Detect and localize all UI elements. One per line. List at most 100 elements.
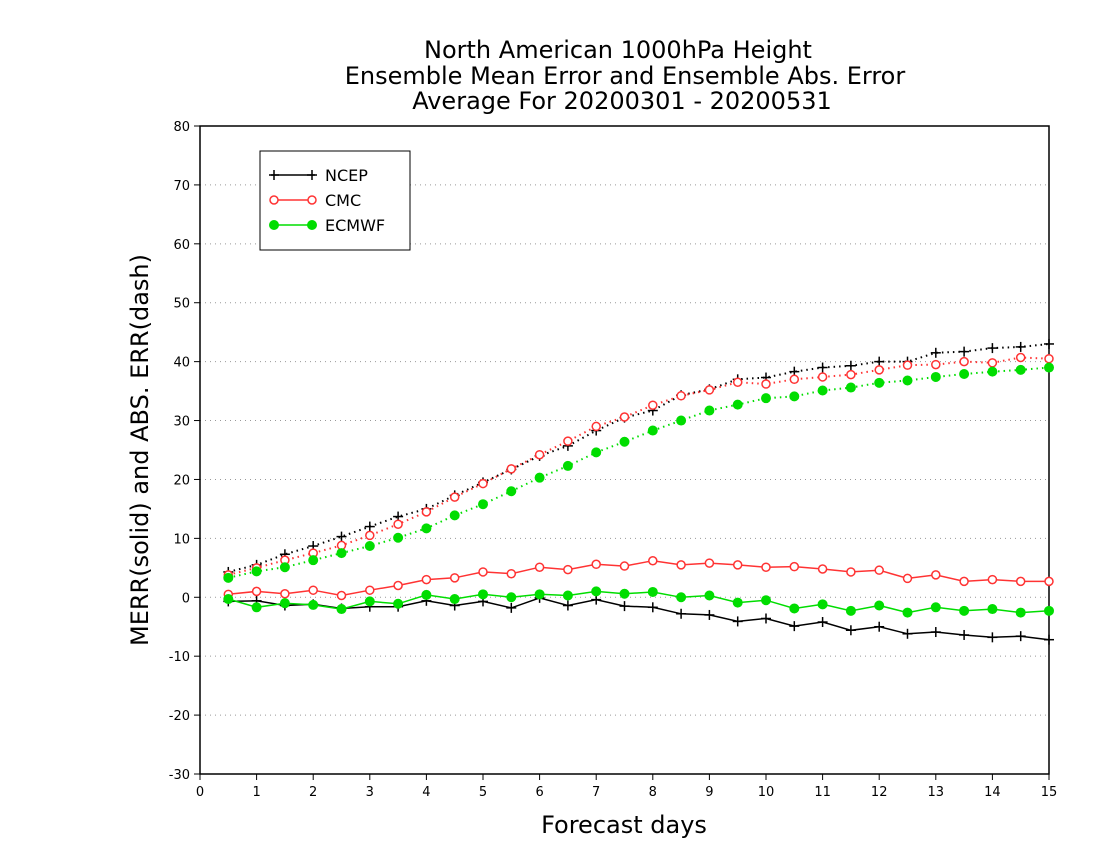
ecmwf-abs-err-point (591, 447, 602, 458)
x-tick-label: 7 (592, 785, 600, 800)
ncep-merr-point (1044, 634, 1054, 645)
legend-marker-cmc (269, 195, 279, 205)
ecmwf-merr-point (1015, 607, 1026, 618)
ecmwf-abs-err-point (223, 572, 234, 583)
cmc-abs-err-point (987, 358, 998, 368)
ecmwf-merr-point (619, 588, 630, 599)
ncep-abs-err-point (336, 531, 347, 542)
y-tick-label: 20 (173, 473, 190, 488)
y-tick-label: -20 (169, 709, 190, 724)
ncep-abs-err-point (930, 347, 941, 358)
cmc-abs-err-point (902, 360, 913, 370)
ecmwf-abs-err-point (1015, 364, 1026, 375)
cmc-abs-err-point (676, 391, 686, 401)
cmc-abs-err-point (732, 377, 743, 388)
ncep-abs-err-point (987, 343, 998, 354)
legend-label-ncep: NCEP (325, 166, 368, 185)
title-line-1: North American 1000hPa Height (424, 36, 812, 64)
cmc-merr-point (506, 568, 517, 579)
ecmwf-merr-point (223, 594, 234, 605)
cmc-merr-point (336, 590, 347, 601)
cmc-abs-err-point (1044, 353, 1054, 364)
x-tick-label: 1 (252, 785, 260, 800)
cmc-merr-point (1044, 576, 1054, 587)
ecmwf-abs-err-point (874, 377, 885, 388)
y-axis: -30 -20 -10 0 10 20 30 40 50 60 70 80 (169, 120, 200, 783)
title-line-2: Ensemble Mean Error and Ensemble Abs. Er… (345, 62, 906, 90)
ecmwf-merr-point (279, 598, 290, 609)
y-tick-label: 10 (173, 532, 190, 547)
ecmwf-abs-err-point (393, 532, 404, 543)
ecmwf-merr-point (251, 602, 262, 613)
ecmwf-abs-err-point (449, 510, 460, 521)
legend-label-cmc: CMC (325, 191, 361, 210)
ecmwf-abs-err-point (619, 436, 630, 447)
cmc-merr-point (619, 561, 630, 571)
ecmwf-abs-err-point (817, 385, 828, 396)
chart-title: North American 1000hPa Height Ensemble M… (345, 36, 906, 115)
ecmwf-abs-err-point (506, 486, 517, 497)
ecmwf-merr-point (478, 589, 488, 600)
x-tick-label: 8 (649, 785, 657, 800)
cmc-merr-point (251, 586, 262, 597)
legend-marker-ncep (269, 170, 279, 180)
ncep-merr-point (506, 602, 517, 613)
cmc-merr-point (789, 561, 800, 572)
ecmwf-abs-err-point (987, 366, 998, 377)
cmc-abs-err-point (704, 385, 715, 395)
cmc-abs-err-point (449, 492, 460, 502)
ecmwf-abs-err-point (732, 399, 743, 410)
ncep-abs-err-point (874, 356, 885, 367)
ecmwf-abs-err-point (251, 566, 262, 577)
ncep-merr-point (959, 629, 970, 640)
ecmwf-abs-err-point (562, 460, 573, 471)
cmc-merr-point (365, 585, 375, 595)
ecmwf-merr-point (874, 600, 885, 611)
y-tick-label: 40 (173, 356, 190, 371)
ecmwf-abs-err-point (902, 375, 913, 386)
title-line-3: Average For 20200301 - 20200531 (412, 87, 832, 115)
ecmwf-merr-point (421, 589, 432, 600)
cmc-abs-err-point (563, 436, 573, 446)
x-tick-label: 3 (366, 785, 374, 800)
ncep-merr-point (874, 621, 885, 632)
x-tick-label: 11 (814, 785, 831, 800)
ecmwf-merr-point (817, 599, 828, 610)
y-axis-title: MERR(solid) and ABS. ERR(dash) (126, 254, 154, 646)
cmc-merr-point (874, 565, 884, 575)
y-tick-label: -30 (169, 768, 190, 783)
cmc-merr-point (704, 558, 715, 568)
x-axis-title: Forecast days (541, 811, 707, 839)
cmc-merr-line (228, 559, 1049, 597)
x-tick-label: 12 (871, 785, 888, 800)
ncep-abs-err-point (959, 346, 970, 357)
x-tick-label: 14 (984, 785, 1001, 800)
cmc-merr-point (563, 564, 573, 575)
x-tick-label: 9 (705, 785, 713, 800)
ncep-merr-line (228, 597, 1050, 641)
cmc-abs-err-point (874, 365, 884, 375)
ncep-abs-err-line (228, 343, 1050, 573)
ecmwf-abs-err-point (364, 541, 375, 552)
cmc-merr-point (959, 576, 969, 587)
cmc-merr-point (648, 555, 658, 566)
ecmwf-merr-point (987, 604, 998, 615)
cmc-abs-err-point (959, 356, 969, 367)
cmc-abs-err-line (228, 356, 1050, 576)
ncep-merr-point (845, 625, 856, 636)
ecmwf-merr-point (1044, 605, 1054, 616)
ecmwf-abs-err-point (789, 391, 800, 402)
ecmwf-merr-point (562, 590, 573, 601)
legend-marker-cmc (307, 195, 317, 205)
cmc-abs-err-point (931, 359, 941, 370)
x-tick-label: 13 (928, 785, 945, 800)
cmc-abs-err-point (591, 421, 601, 432)
ncep-merr-point (647, 602, 658, 613)
legend-marker-ecmwf (307, 220, 317, 230)
ecmwf-merr-point (761, 595, 771, 606)
cmc-merr-point (393, 580, 403, 591)
cmc-abs-err-point (817, 372, 828, 382)
y-tick-label: -10 (169, 650, 190, 665)
y-tick-label: 50 (173, 297, 190, 312)
ecmwf-merr-point (393, 598, 404, 609)
